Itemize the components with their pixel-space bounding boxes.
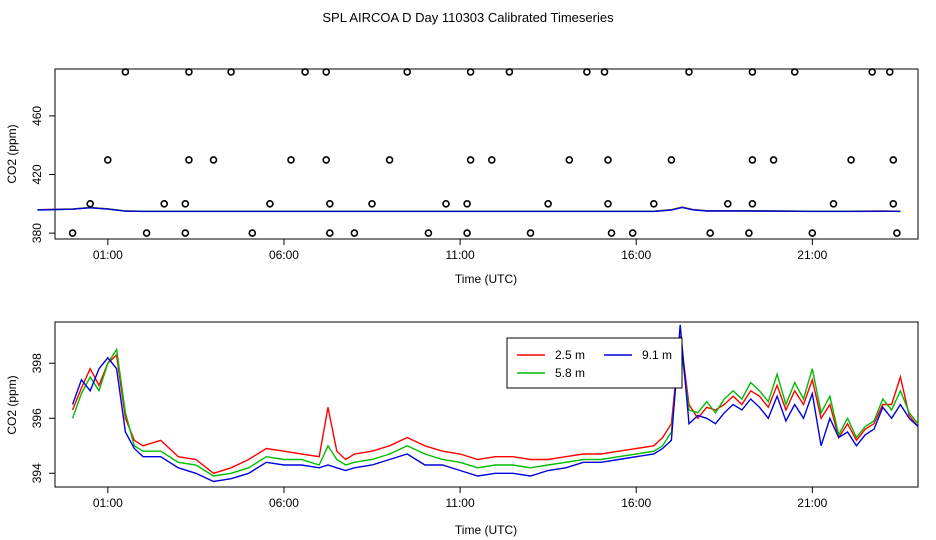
top-xtick-label: 16:00 — [621, 248, 651, 262]
top-point — [287, 156, 295, 164]
top-point — [104, 156, 112, 164]
top-xlabel: Time (UTC) — [455, 272, 517, 286]
top-point — [121, 68, 130, 76]
top-point — [350, 229, 359, 237]
top-point — [209, 156, 218, 164]
top-ytick-label: 420 — [30, 164, 44, 184]
top-point — [829, 200, 838, 208]
legend-label-2-5m: 2.5 m — [555, 348, 585, 362]
legend-label-5-8m: 5.8 m — [555, 366, 585, 380]
bottom-xtick-label: 21:00 — [797, 496, 827, 510]
top-point — [889, 200, 898, 208]
bottom-marks — [71, 324, 919, 483]
top-marks — [37, 68, 901, 237]
top-xtick-label: 06:00 — [269, 248, 299, 262]
top-point — [424, 229, 433, 237]
top-point — [442, 200, 450, 208]
bottom-axes: 01:00 06:00 11:00 16:00 21:00 394 396 398 — [30, 353, 828, 510]
top-point — [748, 200, 757, 208]
top-point — [607, 229, 616, 237]
top-point — [583, 68, 591, 76]
top-ylabel: CO2 (ppm) — [5, 124, 19, 183]
chart-title: SPL AIRCOA D Day 110303 Calibrated Times… — [322, 10, 614, 25]
top-point — [463, 200, 471, 208]
bottom-ylabel: CO2 (ppm) — [5, 375, 19, 434]
top-point — [685, 68, 693, 76]
bottom-xtick-label: 11:00 — [446, 496, 475, 510]
top-point — [769, 156, 778, 164]
top-point — [600, 68, 609, 76]
top-point — [748, 156, 757, 164]
top-point — [248, 229, 257, 237]
top-point — [723, 200, 732, 208]
top-point — [748, 68, 757, 76]
legend-box — [506, 337, 683, 389]
top-point — [466, 68, 475, 76]
top-point — [893, 229, 901, 237]
top-plot-frame — [54, 68, 919, 240]
top-panel: 01:00 06:00 11:00 16:00 21:00 380 420 460 Time … — [5, 68, 919, 286]
bottom-series-9-1-m — [71, 324, 919, 483]
top-point — [808, 229, 817, 237]
top-point — [745, 229, 753, 237]
top-axes: 01:00 06:00 11:00 16:00 21:00 380 420 460 — [30, 106, 828, 262]
top-point — [649, 200, 658, 208]
top-point — [368, 200, 376, 208]
top-series-9-1-m — [37, 206, 901, 213]
bottom-series-2-5-m — [71, 335, 919, 475]
top-point — [403, 68, 412, 76]
bottom-xtick-label: 06:00 — [269, 496, 299, 510]
top-point — [847, 156, 855, 164]
top-point — [160, 200, 168, 208]
top-point — [706, 229, 715, 237]
top-point — [544, 200, 552, 208]
bottom-xlabel: Time (UTC) — [455, 523, 517, 537]
bottom-ytick-label: 394 — [30, 463, 44, 483]
top-point — [505, 68, 514, 76]
top-point — [790, 68, 799, 76]
top-point — [325, 229, 334, 237]
top-point — [322, 68, 331, 76]
top-point — [322, 156, 331, 164]
top-point — [628, 229, 637, 237]
bottom-panel: 01:00 06:00 11:00 16:00 21:00 394 396 398 Time … — [5, 321, 919, 537]
top-xtick-label: 01:00 — [93, 248, 123, 262]
top-point — [266, 200, 274, 208]
bottom-series-5-8-m — [71, 341, 919, 477]
top-point — [526, 229, 535, 237]
top-point — [385, 156, 394, 164]
bottom-xtick-label: 01:00 — [93, 496, 123, 510]
top-point — [68, 229, 77, 237]
top-ytick-label: 380 — [30, 223, 44, 243]
top-point — [181, 229, 190, 237]
bottom-plot-frame — [54, 321, 919, 488]
bottom-ytick-label: 398 — [30, 353, 44, 373]
top-point — [604, 200, 612, 208]
top-point — [185, 68, 193, 76]
top-point — [301, 68, 309, 76]
top-xtick-label: 21:00 — [797, 248, 827, 262]
top-point — [885, 68, 894, 76]
top-point — [181, 200, 190, 208]
top-point — [142, 229, 151, 237]
top-ytick-label: 460 — [30, 106, 44, 126]
top-point — [487, 156, 496, 164]
top-point — [325, 200, 334, 208]
top-point — [889, 156, 898, 164]
top-point — [463, 229, 471, 237]
bottom-ytick-label: 396 — [30, 408, 44, 428]
top-point — [227, 68, 235, 76]
top-point — [604, 156, 612, 164]
top-point — [466, 156, 475, 164]
top-xtick-label: 11:00 — [446, 248, 475, 262]
legend-label-9-1m: 9.1 m — [642, 348, 672, 362]
top-point — [86, 200, 94, 208]
top-point — [868, 68, 877, 76]
top-point — [565, 156, 574, 164]
legend: 2.5 m 5.8 m 9.1 m — [506, 337, 683, 389]
bottom-xtick-label: 16:00 — [621, 496, 651, 510]
top-point — [185, 156, 193, 164]
top-point — [667, 156, 676, 164]
